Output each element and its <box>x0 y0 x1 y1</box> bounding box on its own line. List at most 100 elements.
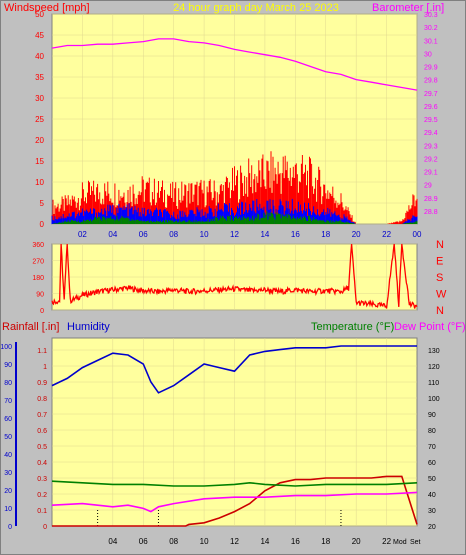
compass-label: N <box>436 305 444 317</box>
rainfall-line <box>52 475 418 527</box>
windspeed-tick-label: 35 <box>35 73 44 82</box>
hour-tick-label: 20 <box>352 537 361 546</box>
barometer-tick-label: 29.3 <box>424 143 438 150</box>
barometer-tick-label: 28.9 <box>424 196 438 203</box>
humidity-tick-label: 0 <box>8 524 12 531</box>
windspeed-tick-label: 30 <box>35 94 44 103</box>
hour-tick-label: 16 <box>291 230 300 239</box>
rainfall-tick-label: 0.8 <box>37 396 47 403</box>
humidity-tick-label: 70 <box>4 398 12 405</box>
barometer-tick-label: 29.2 <box>424 156 438 163</box>
rainfall-tick-label: 0.2 <box>37 492 47 499</box>
temperature-tick-label: 120 <box>428 364 440 371</box>
windspeed-tick-label: 40 <box>35 52 44 61</box>
hour-tick-label: 00 <box>413 230 422 239</box>
hour-tick-label: 10 <box>200 537 209 546</box>
hour-tick-label: 12 <box>230 537 239 546</box>
rainfall-tick-label: 0.1 <box>37 508 47 515</box>
hour-tick-label: 22 <box>382 230 391 239</box>
hour-tick-label: 22 <box>382 537 391 546</box>
windspeed-tick-label: 45 <box>35 31 44 40</box>
barometer-tick-label: 29.1 <box>424 170 438 177</box>
direction-tick-label: 90 <box>36 292 44 299</box>
dew-point-axis-title: Dew Point (°F) <box>394 321 466 333</box>
humidity-tick-label: 50 <box>4 434 12 441</box>
windspeed-axis-title: Windspeed [mph] <box>4 2 90 14</box>
hour-tick-label: 14 <box>260 537 269 546</box>
barometer-tick-label: 29.9 <box>424 65 438 72</box>
humidity-axis-title: Humidity <box>67 321 110 333</box>
hour-tick-label: 04 <box>108 230 117 239</box>
barometer-axis-title: Barometer [.in] <box>372 2 444 14</box>
humidity-line <box>51 345 417 394</box>
hour-tick-label: 04 <box>108 537 117 546</box>
hour-tick-label: 10 <box>200 230 209 239</box>
hour-tick-label: 18 <box>321 537 330 546</box>
hour-tick-label: 06 <box>139 537 148 546</box>
direction-tick-label: 0 <box>40 308 44 315</box>
moon-set-label: Set <box>410 539 421 546</box>
compass-label: S <box>436 272 443 284</box>
humidity-tick-label: 60 <box>4 416 12 423</box>
moon-set-label: Mod <box>393 539 407 546</box>
rainfall-tick-label: 0.6 <box>37 428 47 435</box>
hour-tick-label: 08 <box>169 230 178 239</box>
direction-tick-label: 180 <box>32 275 44 282</box>
humidity-tick-label: 40 <box>4 452 12 459</box>
rainfall-tick-label: 1.1 <box>37 348 47 355</box>
windspeed-tick-label: 5 <box>40 199 45 208</box>
rainfall-tick-label: 0.3 <box>37 476 47 483</box>
barometer-tick-label: 29.5 <box>424 117 438 124</box>
hour-tick-label: 02 <box>78 230 87 239</box>
humidity-tick-label: 10 <box>4 506 12 513</box>
rainfall-tick-label: 0.9 <box>37 380 47 387</box>
temperature-tick-label: 60 <box>428 460 436 467</box>
rainfall-tick-label: 0.7 <box>37 412 47 419</box>
compass-label: E <box>436 256 443 268</box>
windspeed-tick-label: 25 <box>35 115 44 124</box>
temperature-tick-label: 80 <box>428 428 436 435</box>
windspeed-tick-label: 15 <box>35 157 44 166</box>
rainfall-tick-label: 0 <box>43 524 47 531</box>
wind-average-spikes <box>51 198 418 224</box>
hour-tick-label: 18 <box>321 230 330 239</box>
windspeed-tick-label: 0 <box>40 220 45 229</box>
humidity-tick-label: 20 <box>4 488 12 495</box>
humidity-tick-label: 80 <box>4 380 12 387</box>
barometer-tick-label: 29.7 <box>424 91 438 98</box>
barometer-tick-label: 29.4 <box>424 130 438 137</box>
temperature-tick-label: 130 <box>428 348 440 355</box>
hour-tick-label: 16 <box>291 537 300 546</box>
rainfall-tick-label: 0.5 <box>37 444 47 451</box>
temperature-tick-label: 40 <box>428 492 436 499</box>
temperature-line <box>51 480 418 487</box>
hour-tick-label: 20 <box>352 230 361 239</box>
barometer-tick-label: 30.2 <box>424 25 438 32</box>
wind-direction-line <box>51 243 418 309</box>
windspeed-tick-label: 50 <box>35 10 44 19</box>
wind-low-spikes <box>52 211 418 224</box>
barometer-tick-label: 29.6 <box>424 104 438 111</box>
barometer-tick-label: 30 <box>424 51 432 58</box>
hour-tick-label: 06 <box>139 230 148 239</box>
barometer-line <box>51 38 418 91</box>
hour-tick-label: 12 <box>230 230 239 239</box>
temperature-tick-label: 30 <box>428 508 436 515</box>
barometer-tick-label: 30.3 <box>424 12 438 19</box>
barometer-tick-label: 29 <box>424 183 432 190</box>
dew-point-line <box>51 491 418 513</box>
windspeed-tick-label: 20 <box>35 136 44 145</box>
barometer-tick-label: 30.1 <box>424 38 438 45</box>
windspeed-tick-label: 10 <box>35 178 44 187</box>
humidity-tick-label: 90 <box>4 362 12 369</box>
temperature-axis-title: Temperature (°F) <box>311 321 394 333</box>
hour-tick-label: 14 <box>260 230 269 239</box>
temperature-tick-label: 100 <box>428 396 440 403</box>
barometer-tick-label: 28.8 <box>424 209 438 216</box>
temperature-tick-label: 20 <box>428 524 436 531</box>
humidity-tick-label: 100 <box>0 344 12 351</box>
temperature-tick-label: 90 <box>428 412 436 419</box>
temperature-tick-label: 70 <box>428 444 436 451</box>
